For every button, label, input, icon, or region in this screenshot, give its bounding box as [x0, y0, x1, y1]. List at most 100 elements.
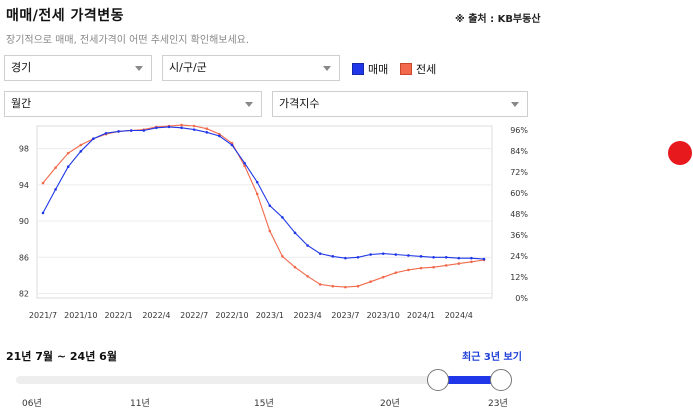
- data-point-jeonse: [419, 266, 423, 270]
- data-point-jeonse: [230, 141, 234, 145]
- data-point-sale: [470, 256, 473, 260]
- data-point-sale: [369, 253, 372, 256]
- data-point-jeonse: [79, 143, 83, 147]
- data-point-jeonse: [344, 285, 347, 289]
- data-point-sale: [344, 256, 347, 260]
- y-right-tick-label: 60%: [510, 189, 528, 198]
- source-note: ※ 출처 : KB부동산: [455, 14, 541, 25]
- data-point-sale: [66, 165, 70, 169]
- y-right-tick-label: 0%: [515, 294, 528, 303]
- legend-item-jeonse[interactable]: 전세: [400, 61, 436, 77]
- index-type-select-value: 가격지수: [279, 97, 320, 110]
- legend-label-jeonse: 전세: [416, 63, 437, 76]
- range-slider-start-handle[interactable]: [426, 369, 449, 391]
- data-point-jeonse: [41, 181, 45, 185]
- data-point-sale: [142, 129, 146, 132]
- range-slider-track[interactable]: [16, 376, 511, 384]
- data-point-sale: [457, 256, 461, 260]
- x-tick-label: 2021/10: [64, 311, 97, 320]
- range-slider-end-handle[interactable]: [490, 369, 512, 391]
- district-select-value: 시/구/군: [169, 61, 207, 74]
- data-point-sale: [394, 253, 398, 256]
- data-point-jeonse: [407, 268, 410, 272]
- page-title: 매매/전세 가격변동: [6, 8, 125, 24]
- data-point-sale: [444, 255, 448, 259]
- x-tick-label: 2023/1: [256, 311, 284, 320]
- data-point-sale: [381, 252, 385, 255]
- data-point-sale: [218, 134, 221, 138]
- y-right-tick-label: 12%: [510, 273, 528, 282]
- y-left-tick-label: 94: [19, 181, 29, 190]
- data-point-jeonse: [243, 164, 246, 168]
- x-tick-label: 2022/1: [105, 311, 133, 320]
- data-point-sale: [293, 231, 297, 235]
- legend-swatch-jeonse: [400, 63, 412, 75]
- data-point-sale: [482, 257, 486, 261]
- data-point-jeonse: [369, 280, 372, 284]
- x-tick-label: 2023/10: [367, 311, 400, 320]
- data-point-sale: [104, 131, 108, 135]
- x-tick-label: 2024/4: [445, 311, 473, 320]
- data-point-jeonse: [356, 284, 360, 288]
- data-point-jeonse: [432, 265, 435, 269]
- legend-label-sale: 매매: [368, 63, 389, 76]
- y-right-tick-label: 36%: [510, 231, 528, 240]
- chevron-down-icon: [323, 66, 331, 71]
- chevron-down-icon: [245, 102, 253, 107]
- y-left-tick-label: 82: [19, 289, 29, 298]
- plot-frame: [36, 125, 493, 299]
- data-point-jeonse: [66, 151, 70, 155]
- record-indicator-dot: [668, 141, 692, 165]
- data-point-sale: [79, 150, 83, 153]
- slider-tick-label: 06년: [22, 399, 42, 409]
- index-type-select[interactable]: 가격지수: [272, 91, 528, 117]
- page-subtitle: 장기적으로 매매, 전세가격이 어떤 추세인지 확인해보세요.: [6, 35, 250, 46]
- x-tick-label: 2023/7: [331, 311, 359, 320]
- district-select[interactable]: 시/구/군: [162, 55, 340, 81]
- period-select-value: 월간: [11, 97, 32, 110]
- data-point-jeonse: [255, 192, 259, 196]
- data-point-sale: [129, 129, 133, 132]
- x-tick-label: 2022/7: [180, 311, 208, 320]
- data-point-sale: [155, 126, 158, 130]
- data-point-sale: [243, 161, 246, 165]
- legend-item-sale[interactable]: 매매: [352, 61, 388, 77]
- range-label: 21년 7월 ~ 24년 6월: [6, 350, 117, 363]
- data-point-jeonse: [444, 264, 448, 267]
- data-point-sale: [268, 204, 272, 207]
- data-point-sale: [180, 126, 183, 130]
- y-right-tick-label: 24%: [510, 252, 528, 261]
- data-point-jeonse: [192, 124, 196, 128]
- y-right-tick-label: 48%: [510, 210, 528, 219]
- y-right-tick-label: 96%: [510, 126, 528, 135]
- data-point-sale: [331, 255, 335, 258]
- data-point-sale: [92, 137, 95, 140]
- chevron-down-icon: [511, 102, 519, 107]
- data-point-sale: [41, 211, 45, 215]
- data-point-jeonse: [318, 283, 322, 286]
- data-point-jeonse: [54, 166, 57, 169]
- data-point-jeonse: [381, 275, 385, 279]
- region-select-value: 경기: [11, 61, 32, 74]
- data-point-sale: [318, 252, 322, 255]
- chevron-down-icon: [135, 66, 143, 71]
- x-tick-label: 2022/4: [142, 311, 170, 320]
- data-point-jeonse: [457, 262, 461, 265]
- data-point-sale: [117, 130, 120, 133]
- slider-tick-label: 15년: [254, 399, 274, 409]
- data-point-sale: [205, 131, 209, 134]
- period-select[interactable]: 월간: [4, 91, 262, 117]
- data-point-sale: [230, 143, 234, 147]
- slider-tick-label: 20년: [380, 399, 400, 409]
- region-select[interactable]: 경기: [4, 55, 152, 81]
- data-point-jeonse: [293, 265, 297, 269]
- data-point-sale: [281, 216, 284, 219]
- y-left-tick-label: 86: [19, 253, 29, 262]
- recent-3-years-link[interactable]: 최근 3년 보기: [462, 352, 522, 363]
- x-tick-label: 2023/4: [294, 311, 322, 320]
- x-tick-label: 2022/10: [215, 311, 248, 320]
- series-line-sale: [42, 126, 485, 260]
- data-point-sale: [192, 128, 196, 131]
- data-point-sale: [356, 255, 360, 259]
- data-point-sale: [419, 255, 423, 258]
